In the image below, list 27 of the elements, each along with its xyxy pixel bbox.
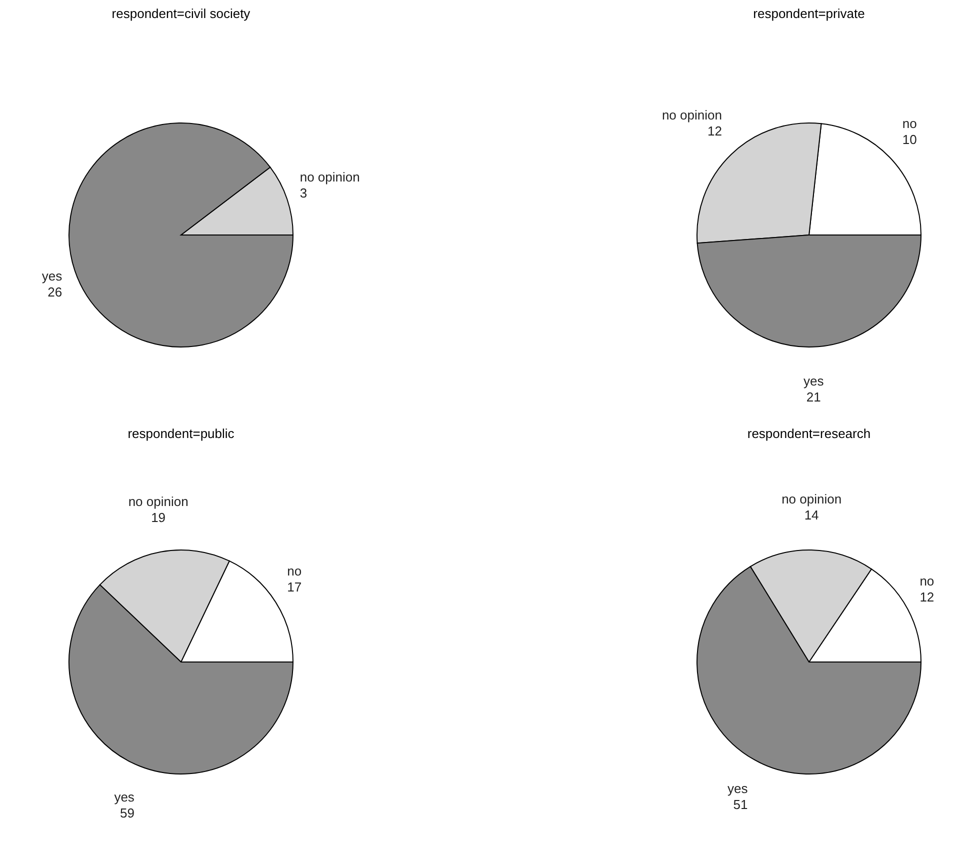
data-label: 51 bbox=[733, 796, 748, 812]
slice-label: no bbox=[902, 116, 917, 131]
slice-label: yes bbox=[803, 373, 824, 388]
data-label: 19 bbox=[151, 510, 166, 525]
data-label: 26 bbox=[48, 284, 62, 300]
slice-label: no opinion bbox=[782, 491, 842, 506]
pie-slice bbox=[68, 122, 294, 348]
data-label: 10 bbox=[902, 132, 917, 147]
slice-label: no bbox=[287, 564, 302, 579]
chart-title: respondent=research bbox=[747, 426, 871, 441]
data-label: 59 bbox=[120, 806, 134, 821]
slice-label: yes bbox=[728, 780, 748, 796]
data-label: 12 bbox=[920, 589, 934, 604]
slice-label: yes bbox=[42, 268, 63, 284]
slice-label: yes bbox=[114, 790, 135, 805]
data-label: 17 bbox=[287, 580, 302, 595]
data-label: 21 bbox=[806, 389, 821, 404]
chart-title: respondent=public bbox=[128, 426, 235, 441]
data-label: 14 bbox=[804, 507, 819, 522]
slice-label: no bbox=[920, 573, 934, 588]
slice-label: no opinion bbox=[128, 494, 188, 509]
slice-label: no opinion bbox=[662, 108, 722, 123]
data-label: 12 bbox=[707, 124, 722, 139]
chart-title: respondent=private bbox=[753, 6, 865, 21]
slice-label: no opinion bbox=[300, 170, 360, 185]
data-label: 3 bbox=[300, 186, 308, 201]
chart-title: respondent=civil society bbox=[112, 6, 251, 21]
